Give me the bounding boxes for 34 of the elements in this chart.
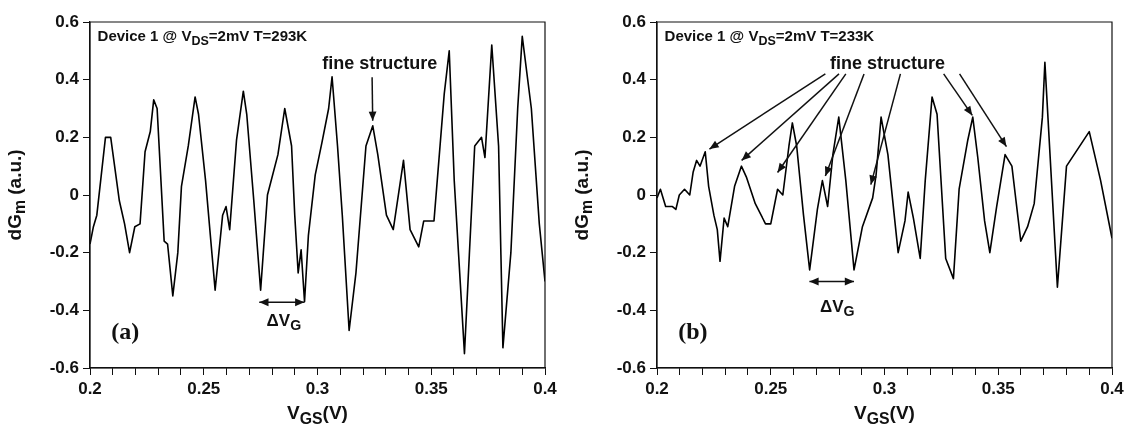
y-tick-label: 0.6 (55, 11, 79, 31)
y-tick-label: 0 (636, 184, 646, 204)
annotation: (b) (678, 318, 708, 346)
y-tick-label: 0.2 (622, 127, 646, 147)
x-axis-title: V$_{GS}$(V) (854, 402, 915, 428)
y-tick-label: -0.6 (49, 357, 79, 377)
y-tick-label: 0.6 (622, 11, 646, 31)
annotation: (a) (111, 318, 140, 346)
x-tick-label: 0.2 (78, 378, 102, 398)
annotation: Device 1 @ V$_{DS}$=2mV T=233K (664, 27, 875, 49)
y-tick-label: -0.4 (616, 300, 647, 320)
annotation: Device 1 @ V$_{DS}$=2mV T=293K (97, 27, 308, 49)
annotation: ΔV$_{G}$ (819, 297, 855, 320)
y-tick-label: 0 (69, 184, 79, 204)
x-tick-label: 0.35 (981, 378, 1015, 398)
x-tick-label: 0.35 (414, 378, 448, 398)
x-tick-label: 0.25 (187, 378, 221, 398)
x-axis-title: V$_{GS}$(V) (287, 402, 348, 428)
x-tick-label: 0.4 (1100, 378, 1125, 398)
annotation: fine structure (830, 53, 946, 75)
x-tick-label: 0.3 (872, 378, 897, 398)
y-tick-label: 0.4 (622, 69, 647, 89)
y-tick-label: -0.4 (49, 300, 80, 320)
y-tick-label: -0.2 (616, 242, 646, 262)
y-tick-label: 0.4 (55, 69, 80, 89)
annotation: fine structure (322, 53, 438, 75)
x-tick-label: 0.25 (754, 378, 788, 398)
y-tick-label: -0.6 (616, 357, 646, 377)
x-tick-label: 0.4 (533, 378, 558, 398)
y-tick-label: 0.2 (55, 127, 79, 147)
x-tick-label: 0.3 (305, 378, 330, 398)
x-tick-label: 0.2 (645, 378, 669, 398)
y-tick-label: -0.2 (49, 242, 79, 262)
annotation: ΔV$_{G}$ (266, 311, 302, 334)
